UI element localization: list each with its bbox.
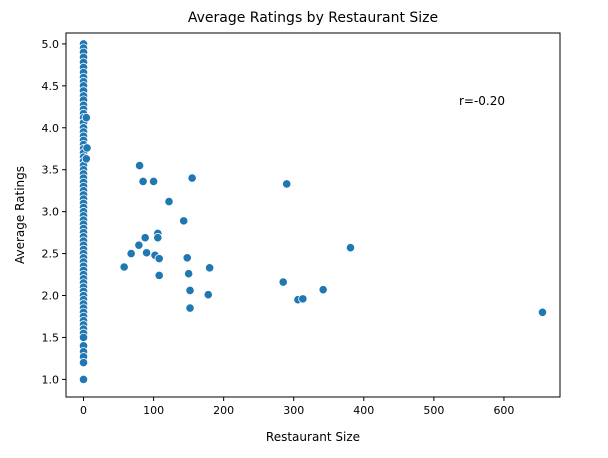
data-point (141, 248, 152, 258)
x-axis-ticks: 0 100 200 300 400 500 600 (80, 397, 514, 417)
y-tick-label: 1.0 (42, 373, 60, 386)
data-point (78, 332, 89, 343)
y-tick-label: 2.0 (42, 290, 60, 303)
y-tick-label: 5.0 (42, 38, 60, 51)
x-axis-label: Restaurant Size (266, 430, 360, 444)
y-tick-label: 4.0 (42, 122, 60, 135)
data-point (78, 358, 89, 368)
data-point (282, 179, 292, 189)
points-layer (78, 39, 548, 384)
x-tick-label: 100 (143, 404, 164, 417)
data-point (153, 233, 163, 243)
data-point (205, 263, 215, 273)
data-point (81, 113, 91, 123)
data-point (318, 285, 328, 295)
data-point (187, 173, 197, 183)
data-point (184, 269, 194, 279)
x-tick-label: 300 (283, 404, 304, 417)
x-tick-label: 600 (493, 404, 514, 417)
y-tick-label: 3.0 (42, 206, 60, 219)
data-point (182, 253, 192, 263)
data-point (154, 254, 164, 264)
data-point (78, 374, 89, 384)
data-point (185, 303, 195, 313)
data-point (164, 196, 174, 207)
y-axis-ticks: 1.0 1.5 2.0 2.5 3.0 3.5 4.0 4.5 5.0 (42, 38, 66, 386)
data-point (134, 240, 144, 250)
data-point (119, 262, 129, 272)
data-point (140, 233, 150, 243)
data-point (126, 248, 136, 259)
data-point (537, 307, 548, 317)
y-tick-label: 4.5 (42, 80, 60, 93)
data-point (154, 270, 164, 280)
data-point (278, 277, 288, 287)
data-point (345, 243, 356, 253)
y-tick-label: 3.5 (42, 164, 60, 177)
data-point (203, 290, 213, 300)
x-tick-label: 200 (213, 404, 234, 417)
correlation-annotation: r=-0.20 (459, 94, 505, 108)
chart-title: Average Ratings by Restaurant Size (188, 10, 438, 26)
x-tick-label: 0 (80, 404, 87, 417)
data-point (134, 160, 145, 171)
y-tick-label: 1.5 (42, 331, 60, 344)
data-point (138, 176, 148, 187)
data-point (298, 294, 308, 304)
y-tick-label: 2.5 (42, 248, 60, 261)
y-axis-label: Average Ratings (13, 166, 27, 264)
data-point (185, 285, 195, 296)
data-point (82, 143, 92, 153)
x-tick-label: 400 (353, 404, 374, 417)
data-point (148, 176, 159, 187)
data-point (179, 216, 189, 226)
x-tick-label: 500 (423, 404, 444, 417)
data-point (81, 154, 91, 164)
plot-frame (65, 32, 561, 398)
